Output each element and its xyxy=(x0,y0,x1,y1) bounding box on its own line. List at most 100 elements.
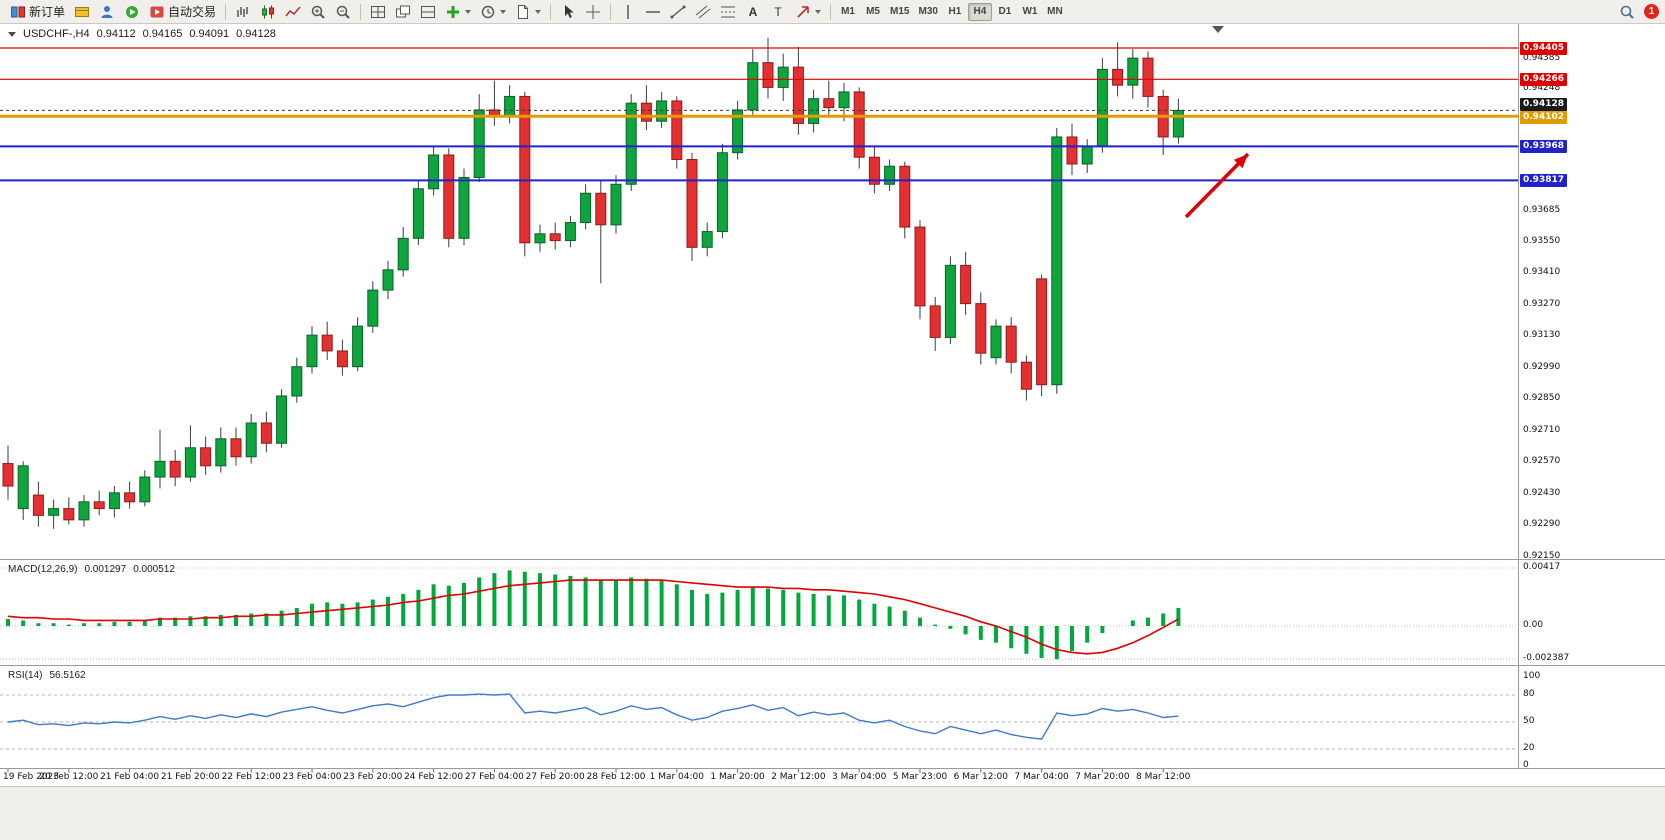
candle-up xyxy=(747,62,759,111)
clock-icon xyxy=(481,5,495,18)
scripts-button[interactable] xyxy=(120,2,144,22)
candle-up xyxy=(610,183,622,226)
candle-up xyxy=(78,501,90,521)
timeframe-m30[interactable]: M30 xyxy=(914,3,941,21)
macd-axis-max: 0.00417 xyxy=(1523,562,1561,572)
candle-up xyxy=(534,233,546,244)
notification-badge[interactable]: 1 xyxy=(1644,4,1659,19)
macd-axis-min: -0.002387 xyxy=(1523,653,1570,663)
time-axis-label: 20 Feb 12:00 xyxy=(39,772,99,782)
cursor-button[interactable] xyxy=(556,2,580,22)
search-button[interactable] xyxy=(1615,2,1639,22)
autotrading-button-label: 自动交易 xyxy=(168,5,217,19)
price-badge: 0.94102 xyxy=(1520,110,1567,124)
candle-up xyxy=(458,177,470,239)
new-order-button[interactable]: 新订单 xyxy=(6,2,69,22)
fibonacci-button[interactable] xyxy=(716,2,740,22)
timeframe-m15[interactable]: M15 xyxy=(886,3,913,21)
candle-up xyxy=(777,66,789,88)
channel-button[interactable] xyxy=(691,2,715,22)
profile-button[interactable] xyxy=(95,2,119,22)
timeframe-m1[interactable]: M1 xyxy=(836,3,860,21)
text-button[interactable]: A xyxy=(741,2,765,22)
timeframe-m5[interactable]: M5 xyxy=(861,3,885,21)
label-button[interactable]: T xyxy=(766,2,790,22)
candle-down xyxy=(823,98,835,109)
templates-button[interactable] xyxy=(511,2,545,22)
chart-low-value: 0.94091 xyxy=(189,28,230,40)
cascade-windows-button[interactable] xyxy=(391,2,415,22)
timeframe-w1[interactable]: W1 xyxy=(1018,3,1042,21)
time-axis-label: 27 Feb 04:00 xyxy=(464,772,524,782)
price-badge: 0.94128 xyxy=(1520,97,1567,111)
time-axis-label: 5 Mar 23:00 xyxy=(892,772,948,782)
line-chart-button[interactable] xyxy=(281,2,305,22)
crosshair-button[interactable] xyxy=(581,2,605,22)
chevron-down-icon xyxy=(465,9,472,14)
price-axis-label: 0.94248 xyxy=(1523,83,1561,93)
price-chart-canvas[interactable] xyxy=(0,0,1665,786)
price-badge: 0.93817 xyxy=(1520,173,1567,187)
chevron-down-icon xyxy=(500,9,507,14)
candle-up xyxy=(625,102,637,185)
zoom-in-button[interactable] xyxy=(306,2,330,22)
arrow-annotation[interactable] xyxy=(1184,152,1250,219)
arrows-button[interactable] xyxy=(791,2,825,22)
price-axis-label: 0.92290 xyxy=(1523,519,1561,529)
candle-up xyxy=(580,192,592,224)
window-bottom-area xyxy=(0,786,1665,840)
symbols-button[interactable] xyxy=(70,2,94,22)
price-axis-label: 0.92990 xyxy=(1523,362,1561,372)
timeframe-h4[interactable]: H4 xyxy=(967,2,992,21)
time-axis: 19 Feb 2023 20 Feb 12:00 21 Feb 04:00 21 Fe… xyxy=(3,772,1191,782)
time-axis-label: 24 Feb 12:00 xyxy=(404,772,464,782)
tile-windows-button[interactable] xyxy=(366,2,390,22)
time-axis-label: 7 Mar 20:00 xyxy=(1075,772,1130,782)
candle-down xyxy=(960,264,972,305)
candle-up xyxy=(154,460,166,478)
candle-down xyxy=(975,303,987,354)
candle-down xyxy=(336,350,348,368)
scripts-icon xyxy=(126,5,139,18)
periods-button[interactable] xyxy=(476,2,510,22)
arrange-windows-button[interactable] xyxy=(416,2,440,22)
autotrading-button[interactable]: 自动交易 xyxy=(145,2,220,22)
candle-down xyxy=(230,438,242,458)
price-axis: 0.94385 0.94248 0.93685 0.93550 0.93410 0.932… xyxy=(1520,41,1567,561)
trendline-icon xyxy=(670,5,686,18)
candle-up xyxy=(701,231,713,248)
time-axis-label: 8 Mar 12:00 xyxy=(1136,772,1191,782)
symbol-dropdown-icon[interactable] xyxy=(8,31,16,37)
channel-icon xyxy=(695,5,711,18)
chart-high-value: 0.94165 xyxy=(142,28,183,40)
price-axis-label: 0.93550 xyxy=(1523,236,1561,246)
candle-up xyxy=(1096,68,1108,147)
bar-chart-button[interactable] xyxy=(231,2,255,22)
timeframe-mn[interactable]: MN xyxy=(1043,3,1067,21)
candle-up xyxy=(108,492,120,510)
candle-up xyxy=(306,334,318,368)
time-axis-label: 19 Feb 2023 xyxy=(3,772,60,782)
price-axis-label: 0.92710 xyxy=(1523,425,1561,435)
price-axis-label: 0.92570 xyxy=(1523,456,1561,466)
chart-shift-marker[interactable] xyxy=(1212,26,1224,33)
main-toolbar: 新订单 自动交易 A T M1 M5 M15 M30 H1 H4 D1 W1 MN 1 xyxy=(0,0,1665,24)
price-axis-label: 0.93685 xyxy=(1523,205,1561,215)
candle-down xyxy=(1005,325,1017,363)
candle-up xyxy=(808,98,820,124)
indicators-button[interactable] xyxy=(441,2,475,22)
horizontal-line-button[interactable] xyxy=(641,2,665,22)
timeframe-d1[interactable]: D1 xyxy=(993,3,1017,21)
vertical-line-button[interactable] xyxy=(616,2,640,22)
candle-up xyxy=(1127,57,1139,86)
toolbar-separator xyxy=(830,3,832,20)
line-icon xyxy=(285,6,301,16)
candlestick-chart-button[interactable] xyxy=(256,2,280,22)
zoom-out-button[interactable] xyxy=(331,2,355,22)
candle-down xyxy=(32,494,44,516)
candle-down xyxy=(549,233,561,242)
symbols-icon xyxy=(75,6,90,17)
timeframe-h1[interactable]: H1 xyxy=(943,3,967,21)
price-axis-label: 0.92430 xyxy=(1523,488,1561,498)
trendline-button[interactable] xyxy=(666,2,690,22)
